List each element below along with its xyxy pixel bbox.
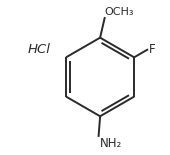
Text: OCH₃: OCH₃ xyxy=(104,7,133,17)
Text: NH₂: NH₂ xyxy=(100,137,122,151)
Text: HCl: HCl xyxy=(28,43,50,56)
Text: F: F xyxy=(149,43,155,56)
